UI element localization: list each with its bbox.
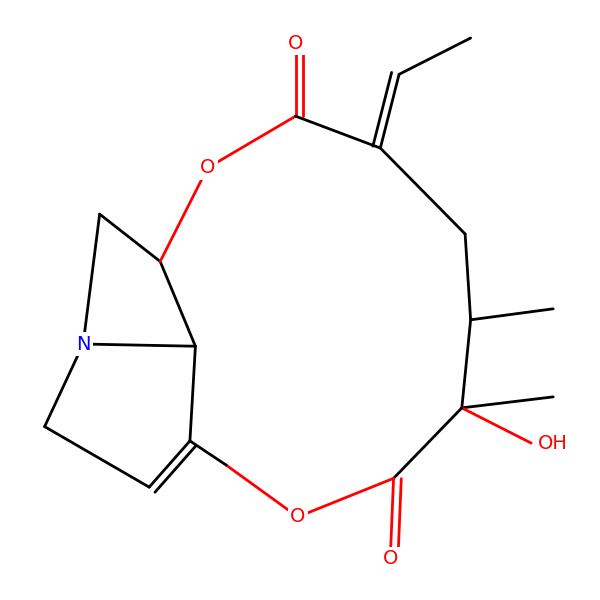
Text: O: O <box>288 34 303 53</box>
Text: OH: OH <box>538 434 568 452</box>
Text: O: O <box>200 158 215 178</box>
Text: O: O <box>290 508 305 526</box>
Text: O: O <box>383 549 398 568</box>
Text: N: N <box>76 335 91 353</box>
